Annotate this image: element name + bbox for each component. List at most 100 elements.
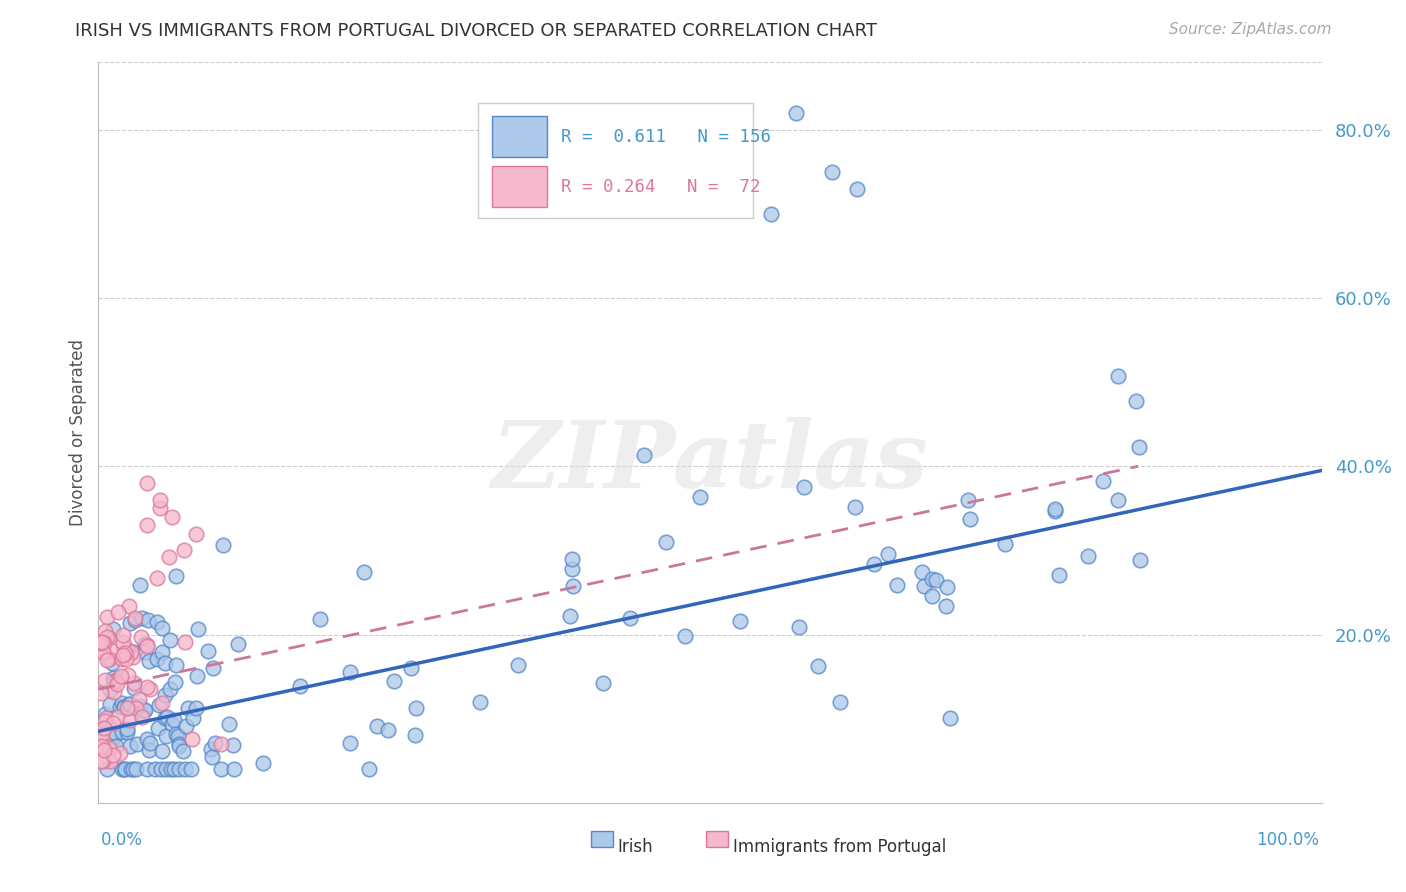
Point: [218, 717, 240, 731]
Point: [94, 707, 117, 722]
Point: [935, 580, 957, 594]
Point: [108, 699, 131, 714]
Point: [789, 620, 811, 634]
Text: Irish: Irish: [617, 838, 652, 855]
Point: [143, 762, 166, 776]
Point: [935, 599, 957, 614]
Point: [633, 448, 655, 462]
Point: [91, 727, 114, 741]
Point: [122, 762, 145, 776]
Point: [184, 700, 207, 714]
Point: [134, 645, 156, 659]
Point: [128, 691, 150, 706]
Point: [118, 714, 141, 728]
Point: [136, 731, 159, 746]
Point: [921, 589, 943, 603]
Point: [165, 569, 187, 583]
Point: [339, 665, 361, 680]
Point: [912, 579, 935, 593]
Point: [160, 509, 183, 524]
Point: [562, 579, 585, 593]
Point: [149, 501, 172, 516]
Point: [117, 700, 139, 714]
Point: [111, 634, 134, 648]
Point: [98, 754, 121, 768]
Point: [197, 643, 219, 657]
Point: [111, 627, 134, 641]
Point: [111, 648, 134, 662]
Point: [761, 207, 783, 221]
Point: [173, 543, 195, 558]
Point: [165, 727, 187, 741]
Point: [921, 572, 943, 586]
Text: 100.0%: 100.0%: [1256, 831, 1319, 849]
Point: [103, 684, 125, 698]
Point: [148, 698, 170, 712]
Point: [91, 734, 114, 748]
Text: Immigrants from Portugal: Immigrants from Portugal: [733, 838, 946, 855]
FancyBboxPatch shape: [478, 103, 752, 218]
Point: [94, 624, 117, 638]
Point: [180, 762, 202, 776]
Point: [122, 650, 145, 665]
Point: [115, 642, 138, 657]
Point: [172, 744, 194, 758]
Point: [114, 762, 136, 776]
Point: [120, 644, 142, 658]
Point: [91, 754, 114, 768]
Point: [1125, 394, 1147, 409]
Point: [180, 732, 202, 747]
Point: [131, 710, 153, 724]
Point: [793, 480, 815, 494]
Point: [167, 737, 190, 751]
Point: [122, 681, 145, 695]
Point: [382, 673, 405, 688]
Point: [131, 610, 153, 624]
Point: [1129, 553, 1152, 567]
Text: R =  0.611   N = 156: R = 0.611 N = 156: [561, 128, 770, 146]
Point: [108, 746, 131, 760]
Point: [125, 701, 148, 715]
Point: [96, 711, 118, 725]
Point: [187, 622, 209, 636]
Point: [404, 728, 426, 742]
Point: [134, 703, 156, 717]
Point: [181, 711, 204, 725]
Point: [174, 718, 197, 732]
Point: [673, 629, 696, 643]
Point: [366, 719, 388, 733]
Point: [159, 681, 181, 696]
Text: 0.0%: 0.0%: [101, 831, 143, 849]
Point: [146, 652, 169, 666]
Point: [845, 181, 868, 195]
Point: [155, 729, 177, 743]
Point: [101, 622, 124, 636]
Point: [101, 671, 124, 685]
Point: [98, 683, 121, 698]
Point: [468, 695, 491, 709]
Point: [89, 739, 111, 754]
Text: IRISH VS IMMIGRANTS FROM PORTUGAL DIVORCED OR SEPARATED CORRELATION CHART: IRISH VS IMMIGRANTS FROM PORTUGAL DIVORC…: [75, 22, 876, 40]
Point: [136, 476, 159, 491]
Point: [135, 680, 157, 694]
Point: [1107, 369, 1129, 384]
Point: [96, 762, 118, 776]
Point: [97, 652, 120, 666]
Point: [111, 696, 134, 710]
Point: [160, 717, 183, 731]
Point: [200, 742, 222, 756]
Point: [150, 621, 173, 635]
Point: [863, 557, 886, 571]
Point: [138, 742, 160, 756]
Point: [105, 673, 128, 688]
Point: [136, 638, 159, 652]
Point: [163, 713, 186, 727]
Point: [104, 725, 127, 739]
Point: [118, 697, 141, 711]
Point: [101, 656, 124, 670]
Point: [1092, 475, 1115, 489]
Point: [1047, 568, 1070, 582]
Point: [107, 605, 129, 619]
Point: [959, 512, 981, 526]
Point: [925, 574, 948, 588]
